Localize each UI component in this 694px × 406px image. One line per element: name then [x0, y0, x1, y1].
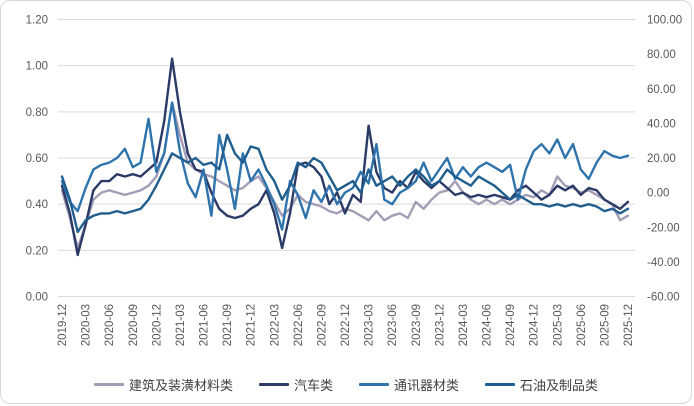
- x-axis-tick-label: 2024-12: [529, 304, 541, 346]
- left-axis-tick-label: 0.20: [26, 245, 48, 257]
- series-line-2: [60, 101, 630, 231]
- right-axis-tick-label: 40.00: [647, 118, 676, 130]
- right-axis-tick-label: 60.00: [647, 84, 676, 96]
- x-axis-tick-label: 2019-12: [57, 304, 69, 346]
- x-axis-tick-label: 2024-03: [458, 304, 470, 346]
- retail-categories-line-chart: 1.20 1.00 0.80 0.60 0.40 0.20 0.00 100.00 80.00 6…: [26, 15, 683, 347]
- x-axis-tick-label: 2023-09: [411, 304, 423, 346]
- x-axis-tick-label: 2020-12: [151, 304, 163, 346]
- x-axis-tick-label: 2022-12: [340, 304, 352, 346]
- x-axis-tick-label: 2021-03: [175, 304, 187, 346]
- right-axis-tick-label: 80.00: [647, 49, 676, 61]
- x-axis-tick-label: 2023-03: [364, 304, 376, 346]
- legend-item-3[interactable]: 石油及制品类: [485, 375, 598, 394]
- x-axis-tick-label: 2020-09: [128, 304, 140, 346]
- left-axis-tick-label: 0.60: [26, 153, 48, 165]
- x-axis-tick-label: 2020-06: [104, 304, 116, 346]
- legend-label: 石油及制品类: [520, 377, 599, 393]
- right-axis-tick-label: -60.00: [647, 292, 680, 304]
- legend-label: 建筑及装潢材料类: [128, 377, 233, 393]
- right-axis-tick-label: 20.00: [647, 153, 676, 165]
- legend-label: 汽车类: [293, 377, 333, 393]
- legend-line-swatch: [258, 382, 289, 386]
- left-axis-tick-label: 0.00: [26, 292, 48, 304]
- legend-item-0[interactable]: 建筑及装潢材料类: [93, 375, 233, 394]
- x-axis-tick-label: 2023-06: [387, 304, 399, 346]
- series-line-1: [60, 57, 630, 257]
- legend-line-swatch: [93, 382, 124, 386]
- x-axis-tick-label: 2022-09: [316, 304, 328, 346]
- x-axis-tick-label: 2021-09: [222, 304, 234, 346]
- x-axis-tick-label: 2024-06: [482, 304, 494, 346]
- series-line-3: [60, 133, 630, 234]
- x-axis-tick-label: 2021-12: [246, 304, 258, 346]
- x-axis-tick-label: 2020-03: [81, 304, 93, 346]
- legend-label: 通讯器材类: [394, 377, 460, 393]
- x-axis-tick-label: 2025-12: [623, 304, 635, 346]
- right-axis-tick-label: -20.00: [647, 222, 680, 234]
- x-axis-tick-label: 2025-06: [576, 304, 588, 346]
- legend-line-swatch: [359, 382, 389, 386]
- left-axis-tick-label: 0.40: [26, 199, 48, 211]
- right-axis-tick-label: -40.00: [647, 257, 680, 269]
- left-axis-tick-label: 1.20: [26, 15, 48, 27]
- right-axis-tick-label: 0.00: [647, 188, 669, 200]
- x-axis-tick-label: 2022-03: [269, 304, 281, 346]
- x-axis-tick-label: 2021-06: [199, 304, 211, 346]
- series-line-0: [60, 101, 630, 250]
- x-axis-tick-label: 2023-12: [434, 304, 446, 346]
- x-axis-tick-label: 2025-03: [552, 304, 564, 346]
- chart-legend: 建筑及装潢材料类 汽车类 通讯器材类 石油及制品类: [1, 371, 691, 397]
- x-axis-tick-label: 2024-09: [505, 304, 517, 346]
- right-axis-tick-label: 100.00: [647, 15, 682, 27]
- legend-line-swatch: [485, 382, 516, 386]
- legend-item-1[interactable]: 汽车类: [258, 375, 333, 394]
- x-axis-tick-label: 2022-06: [293, 304, 305, 346]
- legend-item-2[interactable]: 通讯器材类: [359, 375, 459, 394]
- left-axis-tick-label: 0.80: [26, 107, 48, 119]
- x-axis-tick-label: 2025-09: [599, 304, 611, 346]
- left-axis-tick-label: 1.00: [26, 61, 48, 73]
